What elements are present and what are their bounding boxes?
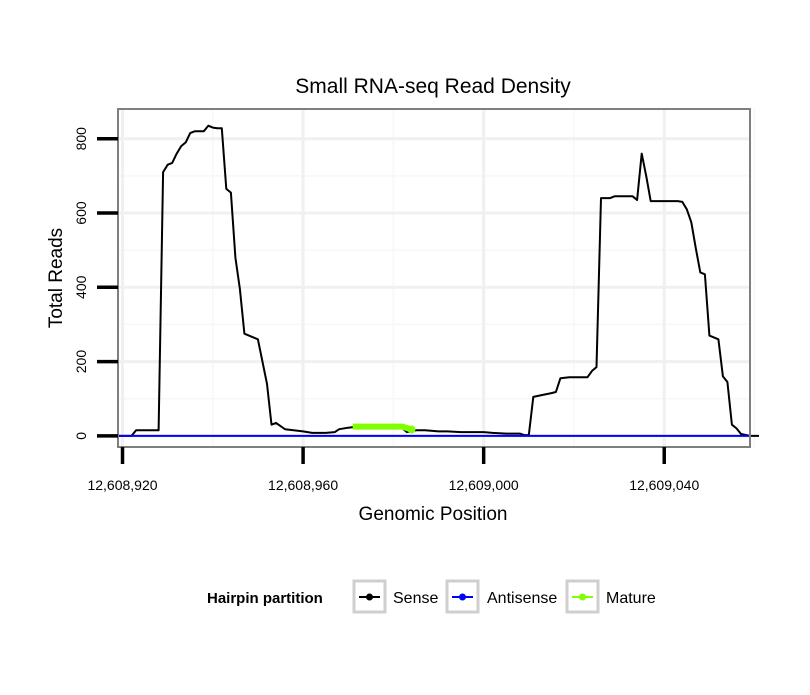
x-tick-label: 12,609,000 bbox=[449, 477, 519, 493]
x-tick-label: 12,609,040 bbox=[629, 477, 699, 493]
legend-label-sense: Sense bbox=[393, 590, 438, 607]
grid bbox=[118, 109, 756, 447]
series-line-mature bbox=[352, 423, 413, 433]
chart-title: Small RNA-seq Read Density bbox=[295, 75, 571, 98]
legend: Hairpin partition Sense Antisense Mature bbox=[207, 579, 656, 614]
legend-point-sense bbox=[366, 593, 373, 601]
series-line-sense bbox=[113, 124, 759, 437]
y-tick-label: 200 bbox=[73, 350, 89, 374]
x-axis-title: Genomic Position bbox=[359, 504, 508, 525]
x-tick-label: 12,608,960 bbox=[268, 477, 338, 493]
axes: 12,608,920 12,608,960 12,609,000 12,609,040… bbox=[73, 127, 699, 493]
series-point-mature bbox=[407, 425, 416, 434]
legend-point-mature bbox=[579, 593, 586, 601]
plot-border bbox=[117, 108, 751, 448]
x-tick-label: 12,608,920 bbox=[87, 477, 157, 493]
legend-label-antisense: Antisense bbox=[487, 590, 557, 607]
y-tick-label: 400 bbox=[73, 275, 89, 299]
y-tick-label: 0 bbox=[73, 432, 89, 440]
y-tick-label: 800 bbox=[73, 127, 89, 151]
y-axis-title: Total Reads bbox=[46, 228, 67, 328]
series-layer bbox=[113, 124, 759, 437]
legend-title: Hairpin partition bbox=[207, 590, 323, 607]
legend-point-antisense bbox=[459, 593, 466, 601]
legend-label-mature: Mature bbox=[606, 590, 656, 607]
y-tick-label: 600 bbox=[73, 201, 89, 225]
